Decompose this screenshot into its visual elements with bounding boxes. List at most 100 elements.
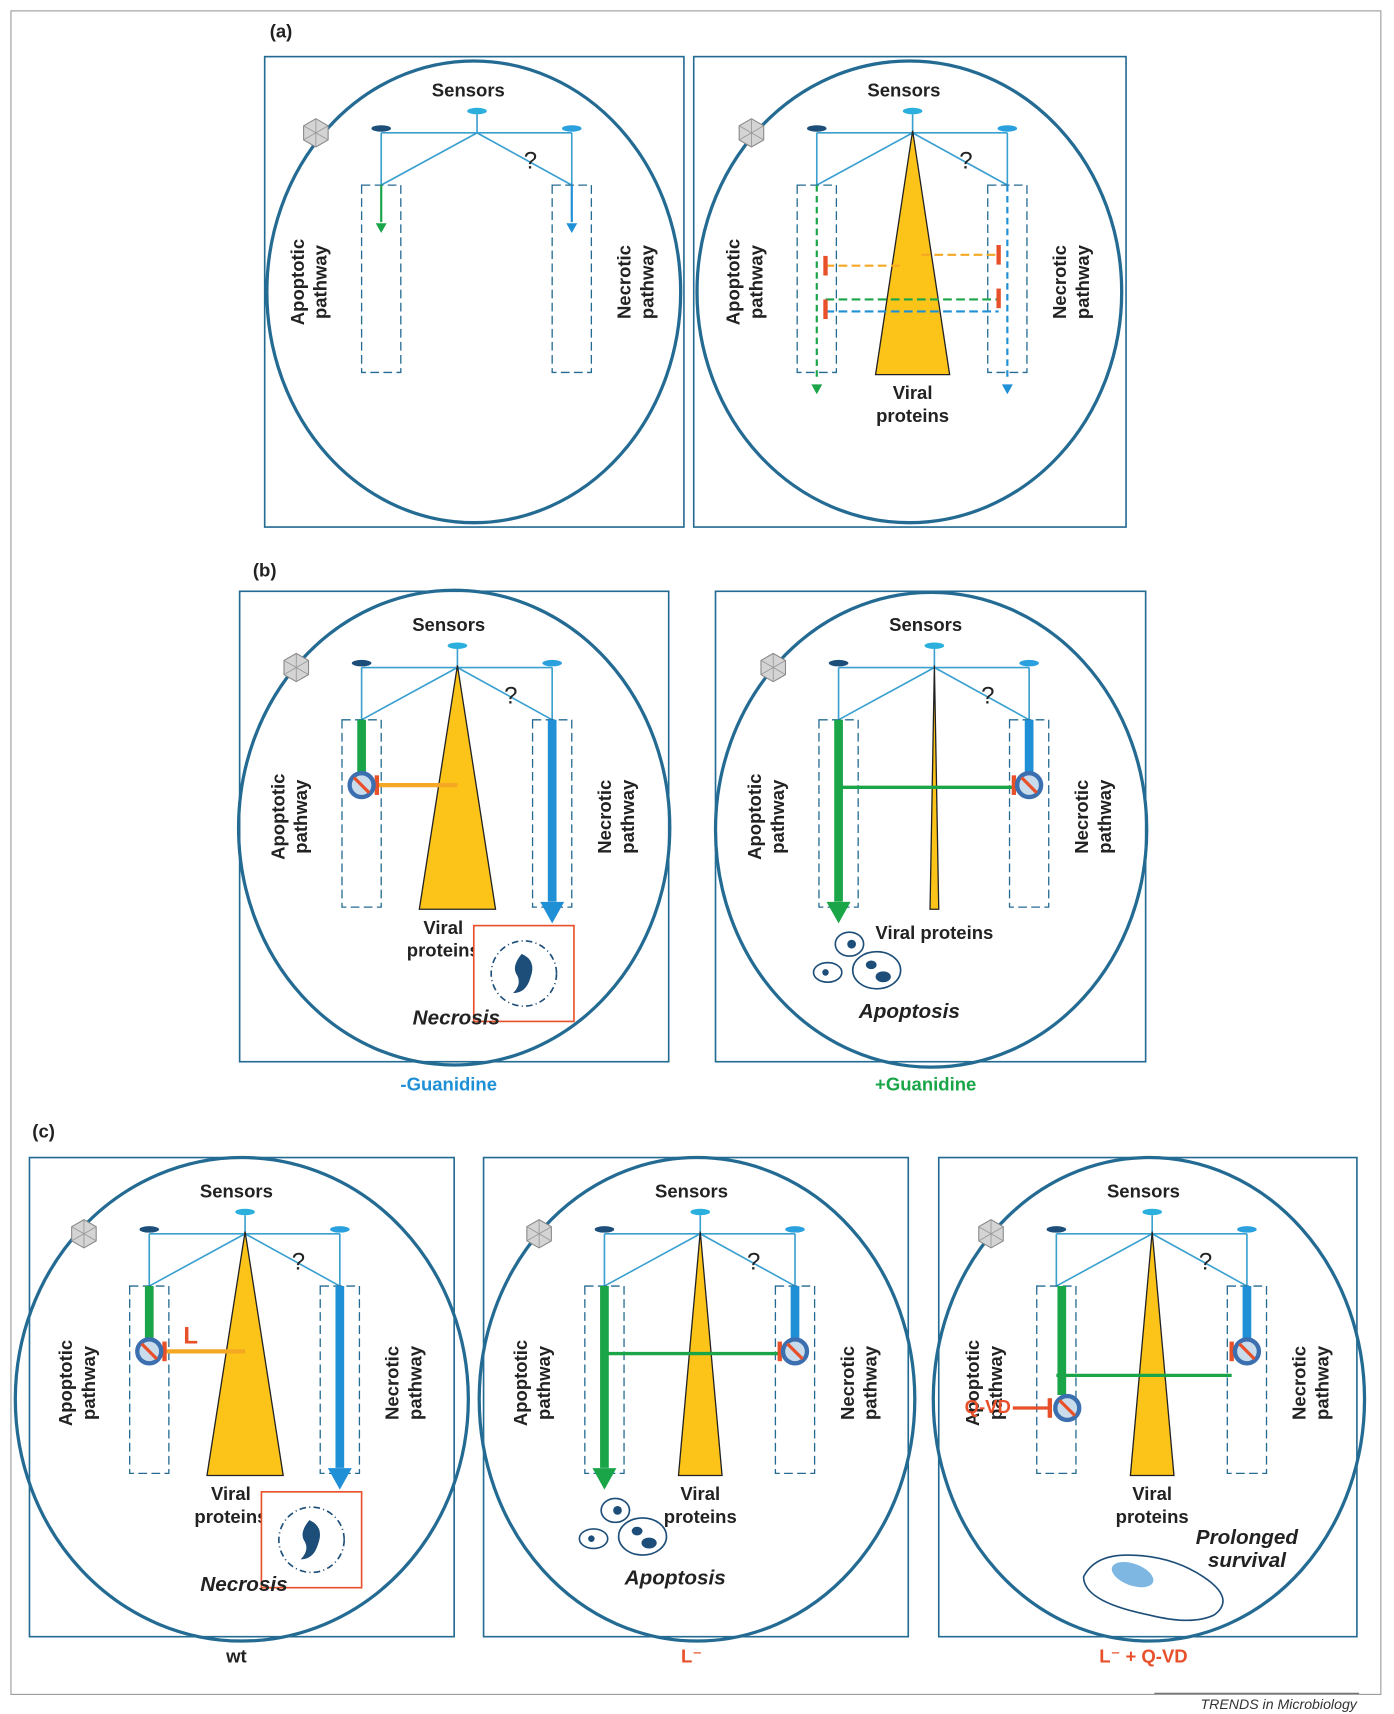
pathway-label: Apoptotic xyxy=(55,1340,76,1426)
cell xyxy=(695,59,1124,525)
viral-label: proteins xyxy=(194,1506,267,1527)
pathway-label: Apoptotic xyxy=(287,239,308,325)
cell xyxy=(477,1155,917,1643)
virus-facet xyxy=(773,667,786,675)
viral-label: proteins xyxy=(876,405,949,426)
viral-label: proteins xyxy=(1116,1506,1189,1527)
pathway-label: Necrotic xyxy=(1289,1346,1310,1420)
pathway-label: Apoptotic xyxy=(267,774,288,860)
question-mark: ? xyxy=(292,1249,305,1276)
pathway-label: pathway xyxy=(1072,244,1093,319)
blocked-slash xyxy=(1058,1399,1077,1417)
sensor-link xyxy=(1151,1233,1248,1287)
sensor xyxy=(902,107,923,115)
pathway-label: pathway xyxy=(767,779,788,854)
arrow-head xyxy=(826,901,851,924)
virus-facet xyxy=(526,1233,540,1242)
cell xyxy=(265,59,683,525)
sensor xyxy=(371,125,392,132)
apoptotic-fragment xyxy=(865,960,877,970)
outcome-label: Necrosis xyxy=(413,1007,500,1030)
sensor-link xyxy=(457,666,553,721)
pathway-label: Apoptotic xyxy=(744,774,765,860)
pathway-label: Necrotic xyxy=(382,1346,403,1420)
virus-facet xyxy=(296,660,309,668)
virus-facet xyxy=(71,1226,85,1235)
viral-label: proteins xyxy=(664,1506,737,1527)
sensors-label: Sensors xyxy=(412,614,485,635)
blocked-slash xyxy=(1020,776,1038,794)
apoptotic-body xyxy=(851,950,902,990)
virus-facet xyxy=(71,1233,85,1242)
cell xyxy=(13,1155,470,1643)
outcome-label: Apoptosis xyxy=(858,1000,960,1023)
outcome-label: Prolonged xyxy=(1196,1526,1299,1549)
sensor-link xyxy=(816,132,914,186)
virus-facet xyxy=(751,125,764,134)
apoptotic-fragment xyxy=(588,1535,595,1542)
virus-facet xyxy=(303,132,317,141)
pathway-label: pathway xyxy=(617,779,638,854)
pathway-label: pathway xyxy=(78,1345,99,1420)
pathway-label: Apoptotic xyxy=(510,1340,531,1426)
sensor xyxy=(139,1226,160,1233)
sensors-label: Sensors xyxy=(432,79,505,100)
caption: wt xyxy=(225,1645,247,1666)
pathway-label: pathway xyxy=(1312,1345,1333,1420)
sensor xyxy=(467,107,487,115)
sensor-link xyxy=(604,1233,701,1287)
question-mark: ? xyxy=(504,682,517,709)
sensor xyxy=(447,642,468,650)
viral-label: Viral xyxy=(211,1483,251,1504)
viral-label: proteins xyxy=(407,940,480,961)
virus-facet xyxy=(978,1226,992,1235)
virus-facet xyxy=(296,667,309,675)
arrow-head xyxy=(592,1468,617,1490)
cell xyxy=(713,590,1149,1069)
virus-facet xyxy=(760,667,774,675)
arrow-head xyxy=(327,1468,352,1490)
question-mark: ? xyxy=(959,148,972,175)
arrow-head xyxy=(811,384,823,395)
outcome-label: survival xyxy=(1208,1549,1287,1572)
subpanel-box xyxy=(263,55,685,528)
caption: L⁻ xyxy=(681,1645,702,1666)
surviving-nucleus xyxy=(1111,1561,1154,1588)
arrow-head xyxy=(566,223,578,234)
sensor xyxy=(594,1226,615,1233)
sensor xyxy=(542,659,562,667)
virus-facet xyxy=(83,1226,97,1235)
sensor xyxy=(1046,1226,1067,1233)
viral-label: Viral proteins xyxy=(875,922,993,943)
panel-label: (a) xyxy=(270,21,293,42)
sensor xyxy=(561,125,582,132)
blocked-slash xyxy=(140,1342,159,1361)
viral-label: Viral xyxy=(423,917,463,938)
arrow-head xyxy=(540,901,565,924)
pathway-label: pathway xyxy=(860,1345,881,1420)
question-mark: ? xyxy=(1199,1249,1212,1276)
pathway-label: pathway xyxy=(636,244,657,319)
virus-facet xyxy=(315,125,329,134)
footer: TRENDS in Microbiology xyxy=(1201,1696,1358,1712)
pathway-label: Apoptotic xyxy=(722,239,743,325)
sensors-label: Sensors xyxy=(1107,1180,1180,1201)
pathway-label: pathway xyxy=(310,244,331,319)
surviving-cell xyxy=(1082,1554,1224,1622)
necrotic-cell xyxy=(278,1506,345,1574)
virus-facet xyxy=(751,132,764,141)
apoptotic-fragment xyxy=(613,1506,622,1515)
virus-facet xyxy=(738,125,752,134)
apoptotic-fragment xyxy=(641,1537,657,1549)
sensor xyxy=(351,659,372,667)
virus-facet xyxy=(773,660,786,668)
sensor xyxy=(785,1226,805,1233)
arrow-head xyxy=(375,223,387,234)
apoptotic-body xyxy=(617,1517,668,1556)
outer-frame xyxy=(10,10,1382,1695)
pathway-label: pathway xyxy=(1094,779,1115,854)
virus-facet xyxy=(538,1226,552,1235)
virus-facet xyxy=(526,1226,540,1235)
blocked-slash xyxy=(1238,1342,1256,1361)
cell xyxy=(931,1155,1367,1643)
